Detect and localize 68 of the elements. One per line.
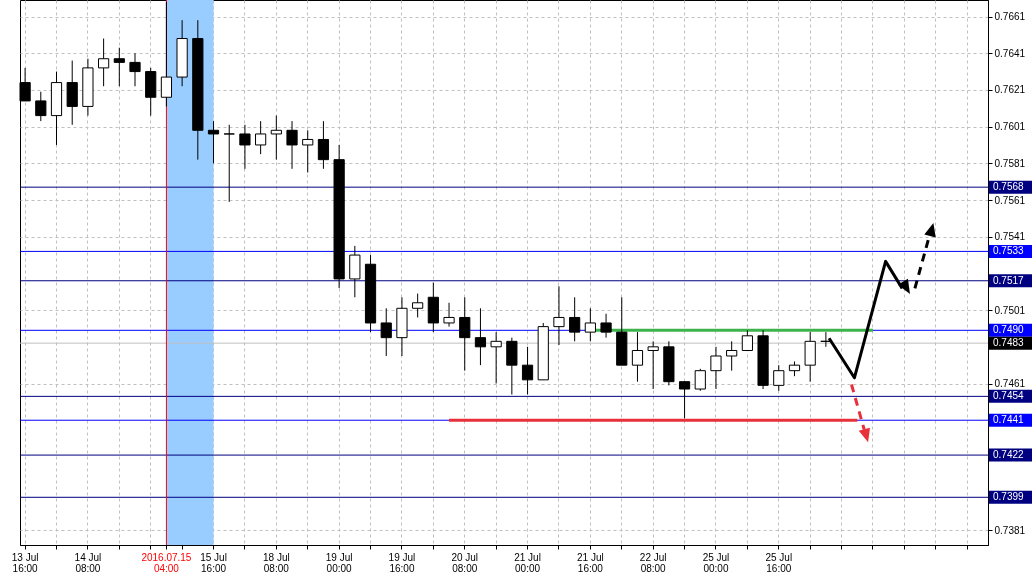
y-tick-label: 0.7601 [994,121,1026,133]
ref-line-label: 0.7483 [993,337,1025,349]
candlestick [726,340,738,372]
x-tick-label: 21 Jul 16:00 [577,551,604,574]
x-tick-label: 14 Jul 08:00 [74,551,102,574]
y-tick-label: 0.7461 [994,378,1026,390]
candlestick [553,285,565,346]
ref-line-label: 0.7399 [993,491,1025,503]
candlestick [521,346,534,396]
candlestick [302,129,314,173]
x-tick-label: 22 Jul 08:00 [639,551,667,574]
x-tick-label: 25 Jul 16:00 [765,551,793,574]
candlestick [600,313,612,339]
y-tick-label: 0.7501 [994,304,1026,316]
candlestick [490,331,502,385]
candlestick [255,120,267,155]
candlestick [459,296,471,372]
candlestick [710,346,722,390]
y-tick-label: 0.7381 [994,524,1026,536]
candlestick [349,245,361,298]
candlestick [820,331,832,348]
candlestick [694,368,706,392]
candlestick [741,329,753,351]
candlestick [647,340,659,390]
x-tick-label: 15 Jul 16:00 [200,551,227,574]
y-tick-label: 0.7621 [994,84,1026,96]
ref-line-label: 0.7517 [993,274,1025,286]
x-tick-label: 19 Jul 16:00 [388,551,416,574]
candlestick [380,307,392,357]
x-tick-label: 2016.07.15 04:00 [141,551,192,574]
y-tick-label: 0.7561 [994,194,1026,206]
y-tick-label: 0.7581 [994,157,1026,169]
candlestick [113,47,125,87]
y-tick-label: 0.7661 [994,11,1026,23]
candlestick [584,307,596,342]
y-tick-label: 0.7641 [994,47,1026,59]
candlestick [286,120,298,170]
candlestick [129,52,141,87]
candlestick [35,91,47,122]
ref-line-label: 0.7422 [993,449,1025,461]
candlestick [66,60,78,126]
candlestick [678,381,691,419]
ref-line-label: 0.7441 [993,414,1025,426]
candlestick [474,307,487,366]
x-tick-label: 20 Jul 08:00 [451,551,479,574]
ref-line-label: 0.7533 [993,245,1025,257]
candlestick [270,115,282,161]
x-tick-label: 25 Jul 00:00 [702,551,730,574]
y-tick-label: 0.7541 [994,231,1026,243]
ref-line-label: 0.7568 [993,181,1025,193]
candlestick [443,302,455,328]
ref-line-label: 0.7454 [993,390,1025,402]
candlestick [804,331,816,383]
candlestick [223,124,235,203]
candlestick [317,120,330,170]
x-tick-label: 13 Jul 16:00 [11,551,39,574]
x-tick-label: 21 Jul 00:00 [514,551,541,574]
x-tick-label: 19 Jul 00:00 [325,551,353,574]
candlestick [412,293,424,318]
candlestick [207,120,220,164]
candlestick [569,296,581,342]
candlestick [239,124,251,170]
candlestick [773,364,785,392]
candlestick [506,337,518,396]
ref-line-label: 0.7490 [993,324,1025,336]
candlestick [98,38,110,87]
candlestick [631,331,644,383]
x-tick-label: 18 Jul 08:00 [262,551,290,574]
